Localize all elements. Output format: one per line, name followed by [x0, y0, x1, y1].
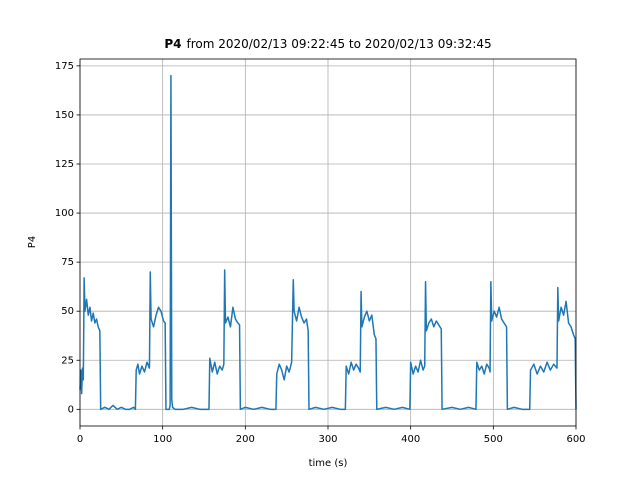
title-name: P4: [164, 37, 181, 51]
x-tick-label: 100: [153, 434, 172, 445]
plot-frame: [79, 58, 577, 427]
x-tick-label: 0: [77, 434, 83, 445]
y-axis-label: P4: [27, 236, 38, 248]
x-tick-label: 200: [236, 434, 255, 445]
x-tick-label: 500: [484, 434, 503, 445]
title-text: from 2020/02/13 09:22:45 to 2020/02/13 0…: [186, 37, 491, 51]
y-tick-label: 50: [61, 306, 74, 317]
y-tick-label: 25: [61, 355, 74, 366]
y-tick-label: 75: [61, 257, 74, 268]
data-line: [79, 74, 577, 411]
chart-title: P4 from 2020/02/13 09:22:45 to 2020/02/13…: [164, 37, 491, 51]
y-tick-label: 100: [55, 208, 74, 219]
y-tick-label: 125: [55, 159, 74, 170]
y-tick-label: 175: [55, 61, 74, 72]
y-tick-label: 0: [68, 404, 74, 415]
x-axis-label: time (s): [309, 458, 348, 469]
x-tick-label: 600: [566, 434, 585, 445]
x-tick-label: 300: [318, 434, 337, 445]
y-tick-label: 150: [55, 110, 74, 121]
x-tick-label: 400: [401, 434, 420, 445]
